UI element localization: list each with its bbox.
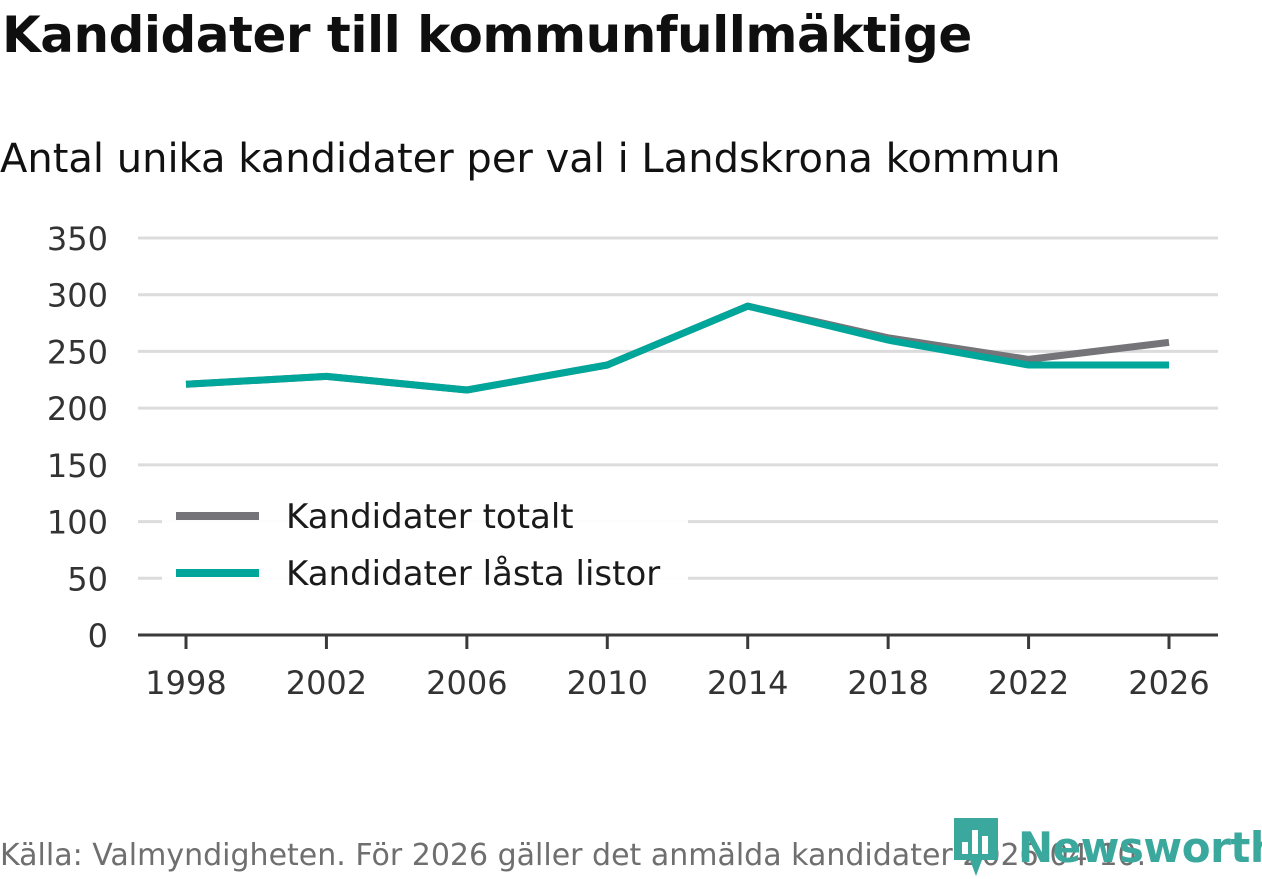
- x-axis: [138, 633, 1218, 649]
- y-tick-label-50: 50: [67, 560, 108, 598]
- x-tick-label-2022: 2022: [988, 664, 1069, 702]
- y-tick-label-100: 100: [47, 504, 108, 542]
- y-tick-label-300: 300: [47, 277, 108, 315]
- brand-name: Newsworthy: [1018, 822, 1262, 872]
- chart-subtitle: Antal unika kandidater per val i Landskr…: [0, 136, 1061, 182]
- x-tick-label-2010: 2010: [567, 664, 648, 702]
- x-tick-label-2006: 2006: [426, 664, 507, 702]
- y-tick-label-200: 200: [47, 390, 108, 428]
- x-tick-label-2014: 2014: [707, 664, 788, 702]
- legend-background: [162, 488, 688, 610]
- y-tick-label-250: 250: [47, 333, 108, 371]
- y-tick-label-150: 150: [47, 447, 108, 485]
- series-lines: [185, 302, 1170, 394]
- line-chart: Kandidater totalt Kandidater låsta listor…: [47, 220, 1218, 702]
- x-tick-label-1998: 1998: [145, 664, 226, 702]
- x-tick-label-2002: 2002: [286, 664, 367, 702]
- y-axis-ticks: 0 50 100 150 200 250 300 350: [47, 220, 108, 655]
- newsworthy-logo-icon: [954, 818, 998, 876]
- x-tick-label-2026: 2026: [1128, 664, 1209, 702]
- legend-label-total: Kandidater totalt: [286, 497, 574, 537]
- series-line-locked: [185, 302, 1169, 394]
- x-axis-ticks: 1998 2002 2006 2010 2014 2018 2022 2026: [145, 664, 1209, 702]
- x-tick-label-2018: 2018: [847, 664, 928, 702]
- y-tick-label-0: 0: [88, 617, 108, 655]
- brand-logo: Newsworthy: [952, 816, 1262, 878]
- legend: Kandidater totalt Kandidater låsta listor: [162, 488, 688, 610]
- y-tick-label-350: 350: [47, 220, 108, 258]
- chart-title: Kandidater till kommunfullmäktige: [2, 6, 972, 64]
- legend-label-locked: Kandidater låsta listor: [286, 554, 660, 594]
